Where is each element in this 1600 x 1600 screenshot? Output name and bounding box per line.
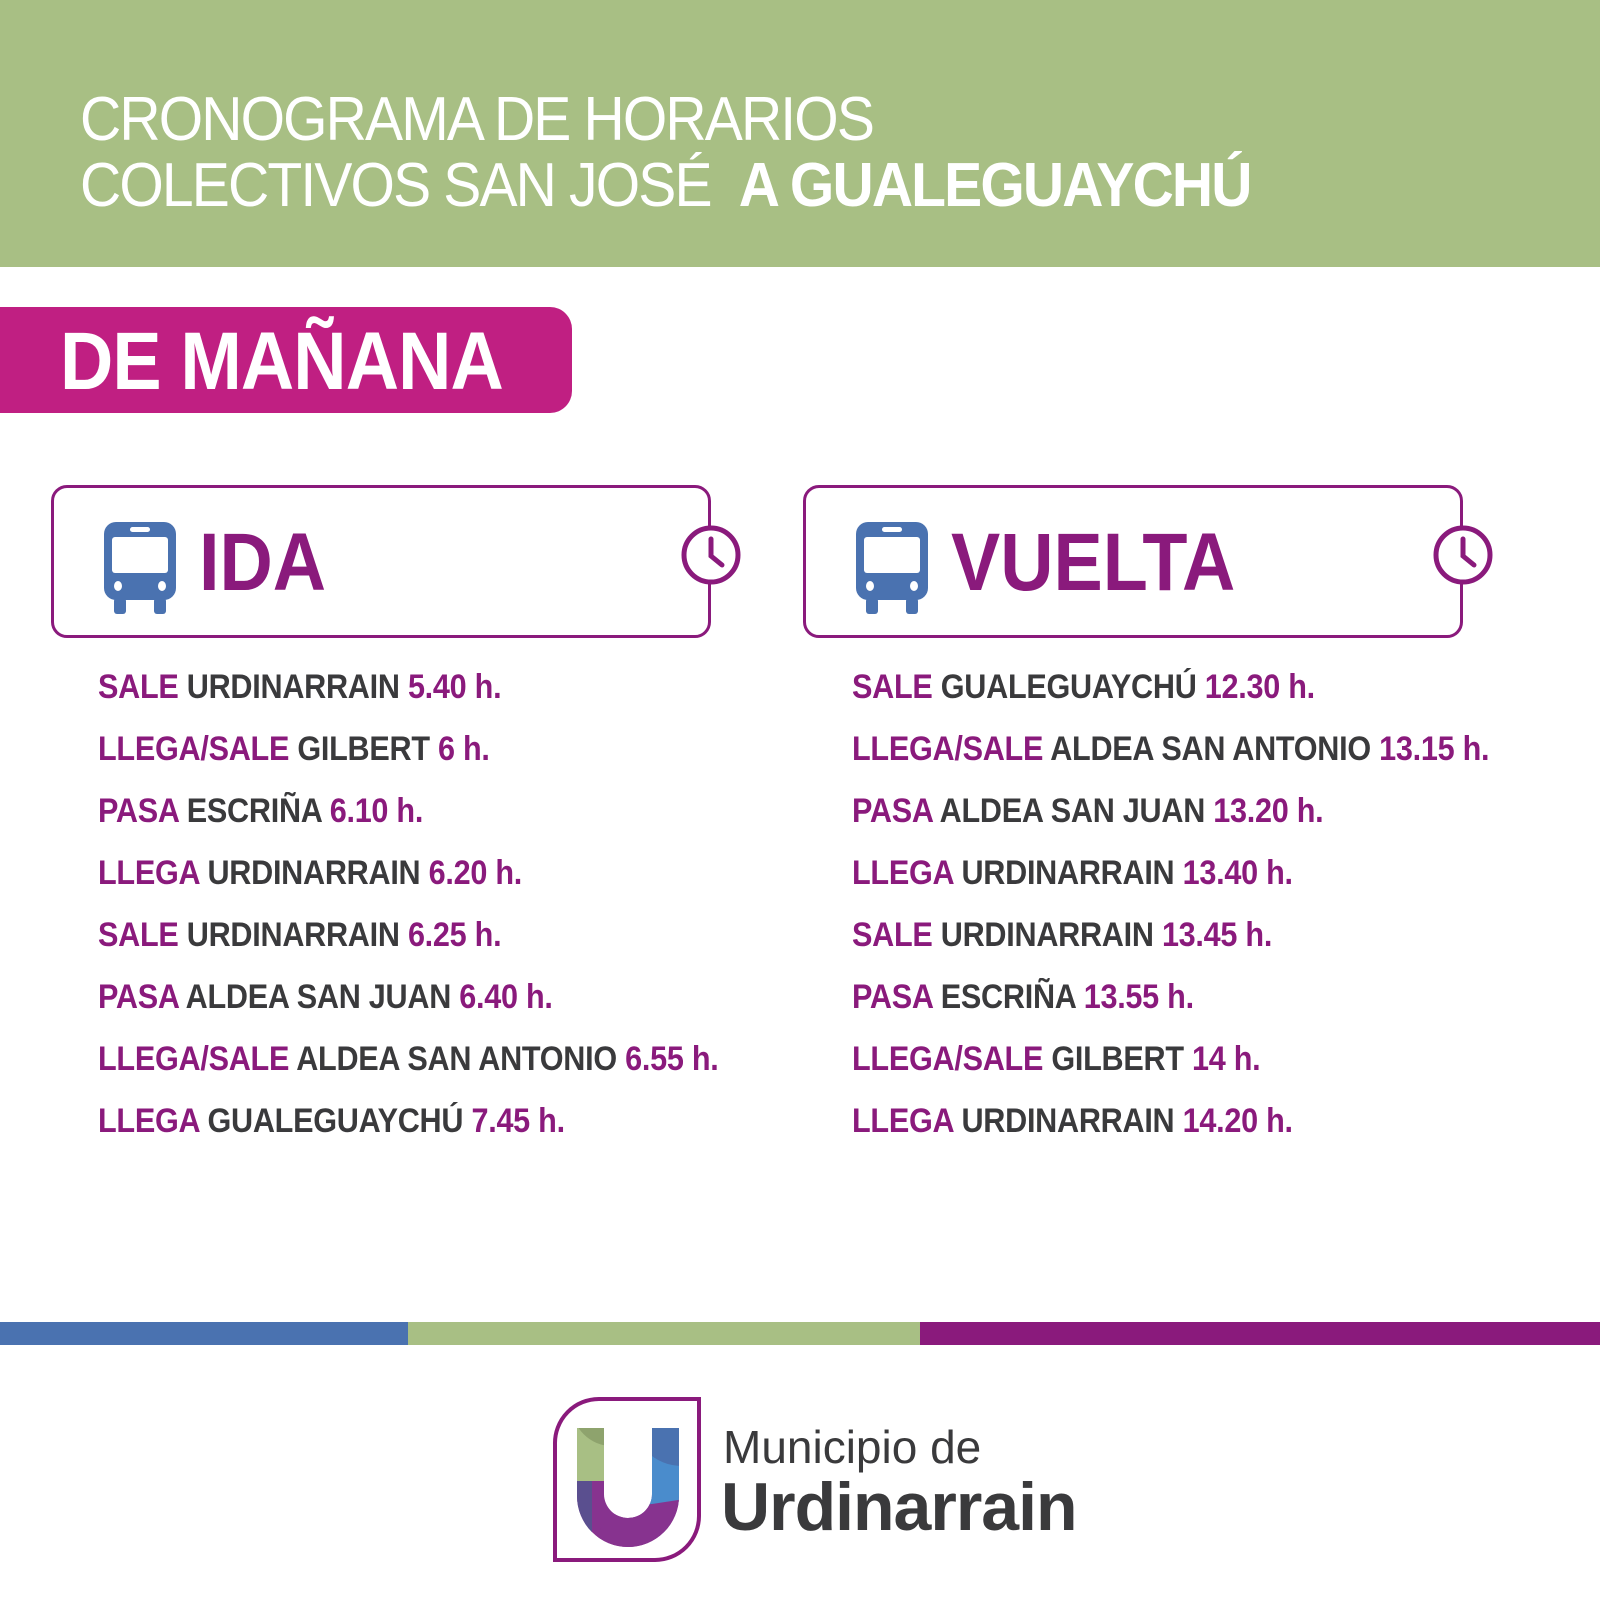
title-line-2: COLECTIVOS SAN JOSÉ A GUALEGUAYCHÚ <box>80 150 1253 221</box>
row-place: GILBERT <box>297 730 430 768</box>
title-route: COLECTIVOS SAN JOSÉ <box>80 151 713 220</box>
divider-green <box>408 1322 920 1345</box>
row-action: LLEGA <box>852 1102 954 1140</box>
title-destination: A GUALEGUAYCHÚ <box>738 151 1253 220</box>
row-time: 14 h. <box>1192 1040 1261 1078</box>
schedule-row: SALE GUALEGUAYCHÚ 12.30 h. <box>852 668 1489 730</box>
row-time: 6.40 h. <box>459 978 553 1016</box>
clock-icon <box>681 525 741 585</box>
row-action: LLEGA/SALE <box>852 730 1044 768</box>
logo-text-municipio: Municipio de <box>723 1421 982 1473</box>
row-action: LLEGA <box>98 1102 200 1140</box>
schedule-row: PASA ESCRIÑA 13.55 h. <box>852 978 1489 1040</box>
schedule-row: PASA ESCRIÑA 6.10 h. <box>98 792 719 854</box>
row-action: LLEGA/SALE <box>852 1040 1044 1078</box>
schedule-row: SALE URDINARRAIN 5.40 h. <box>98 668 719 730</box>
vuelta-schedule: SALE GUALEGUAYCHÚ 12.30 h. LLEGA/SALE AL… <box>852 668 1560 1164</box>
row-place: URDINARRAIN <box>207 854 421 892</box>
row-place: URDINARRAIN <box>186 668 400 706</box>
row-time: 7.45 h. <box>471 1102 565 1140</box>
row-time: 6 h. <box>438 730 490 768</box>
header-banner: CRONOGRAMA DE HORARIOS COLECTIVOS SAN JO… <box>0 0 1600 267</box>
schedule-row: LLEGA URDINARRAIN 6.20 h. <box>98 854 719 916</box>
row-action: SALE <box>98 668 179 706</box>
schedule-row: SALE URDINARRAIN 6.25 h. <box>98 916 719 978</box>
schedule-row: LLEGA/SALE ALDEA SAN ANTONIO 6.55 h. <box>98 1040 719 1102</box>
row-time: 6.20 h. <box>428 854 523 892</box>
row-time: 6.25 h. <box>407 916 502 954</box>
schedule-row: LLEGA/SALE GILBERT 14 h. <box>852 1040 1489 1102</box>
clock-icon <box>1433 525 1493 585</box>
row-place: ALDEA SAN JUAN <box>939 792 1206 830</box>
row-action: LLEGA/SALE <box>98 730 290 768</box>
row-action: PASA <box>852 792 933 830</box>
row-action: LLEGA <box>852 854 954 892</box>
row-place: ALDEA SAN ANTONIO <box>296 1040 617 1078</box>
ida-title: IDA <box>199 517 327 608</box>
row-place: URDINARRAIN <box>186 916 400 954</box>
schedule-row: LLEGA/SALE ALDEA SAN ANTONIO 13.15 h. <box>852 730 1490 792</box>
row-action: LLEGA/SALE <box>98 1040 290 1078</box>
bus-icon <box>856 522 928 614</box>
row-place: GUALEGUAYCHÚ <box>940 668 1197 706</box>
row-action: SALE <box>852 668 933 706</box>
row-time: 12.30 h. <box>1204 668 1315 706</box>
row-time: 14.20 h. <box>1182 1102 1293 1140</box>
ida-schedule: SALE URDINARRAIN 5.40 h. LLEGA/SALE GILB… <box>98 668 787 1164</box>
row-time: 13.20 h. <box>1213 792 1324 830</box>
row-place: GUALEGUAYCHÚ <box>207 1102 464 1140</box>
municipio-logo-icon <box>552 1397 701 1562</box>
schedule-row: LLEGA/SALE GILBERT 6 h. <box>98 730 719 792</box>
title-line-1: CRONOGRAMA DE HORARIOS <box>80 85 875 154</box>
row-time: 13.45 h. <box>1161 916 1273 954</box>
row-time: 13.40 h. <box>1182 854 1293 892</box>
row-time: 5.40 h. <box>407 668 502 706</box>
row-action: SALE <box>852 916 933 954</box>
divider-blue <box>0 1322 408 1345</box>
row-place: ALDEA SAN JUAN <box>185 978 452 1016</box>
section-tab: DE MAÑANA <box>0 307 572 413</box>
bus-icon <box>104 522 176 614</box>
vuelta-header-box: VUELTA <box>803 485 1493 638</box>
ida-header-box: IDA <box>51 485 741 638</box>
row-action: PASA <box>852 978 933 1016</box>
row-place: URDINARRAIN <box>961 854 1175 892</box>
schedule-row: LLEGA GUALEGUAYCHÚ 7.45 h. <box>98 1102 719 1164</box>
row-action: SALE <box>98 916 179 954</box>
schedule-row: SALE URDINARRAIN 13.45 h. <box>852 916 1489 978</box>
row-time: 6.55 h. <box>625 1040 719 1078</box>
divider-purple <box>920 1322 1600 1345</box>
row-time: 13.55 h. <box>1083 978 1194 1016</box>
row-place: ESCRIÑA <box>940 978 1076 1016</box>
row-place: ALDEA SAN ANTONIO <box>1050 730 1371 768</box>
section-title: DE MAÑANA <box>60 316 504 407</box>
row-action: LLEGA <box>98 854 200 892</box>
row-place: URDINARRAIN <box>961 1102 1175 1140</box>
row-action: PASA <box>98 792 179 830</box>
row-place: GILBERT <box>1051 1040 1184 1078</box>
row-place: ESCRIÑA <box>186 792 322 830</box>
row-place: URDINARRAIN <box>940 916 1154 954</box>
vuelta-title: VUELTA <box>951 517 1236 608</box>
logo-text-urdinarrain: Urdinarrain <box>721 1469 1078 1545</box>
schedule-row: PASA ALDEA SAN JUAN 13.20 h. <box>852 792 1489 854</box>
schedule-row: LLEGA URDINARRAIN 13.40 h. <box>852 854 1489 916</box>
row-time: 13.15 h. <box>1379 730 1490 768</box>
schedule-row: PASA ALDEA SAN JUAN 6.40 h. <box>98 978 719 1040</box>
row-time: 6.10 h. <box>329 792 424 830</box>
row-action: PASA <box>98 978 179 1016</box>
schedule-row: LLEGA URDINARRAIN 14.20 h. <box>852 1102 1489 1164</box>
